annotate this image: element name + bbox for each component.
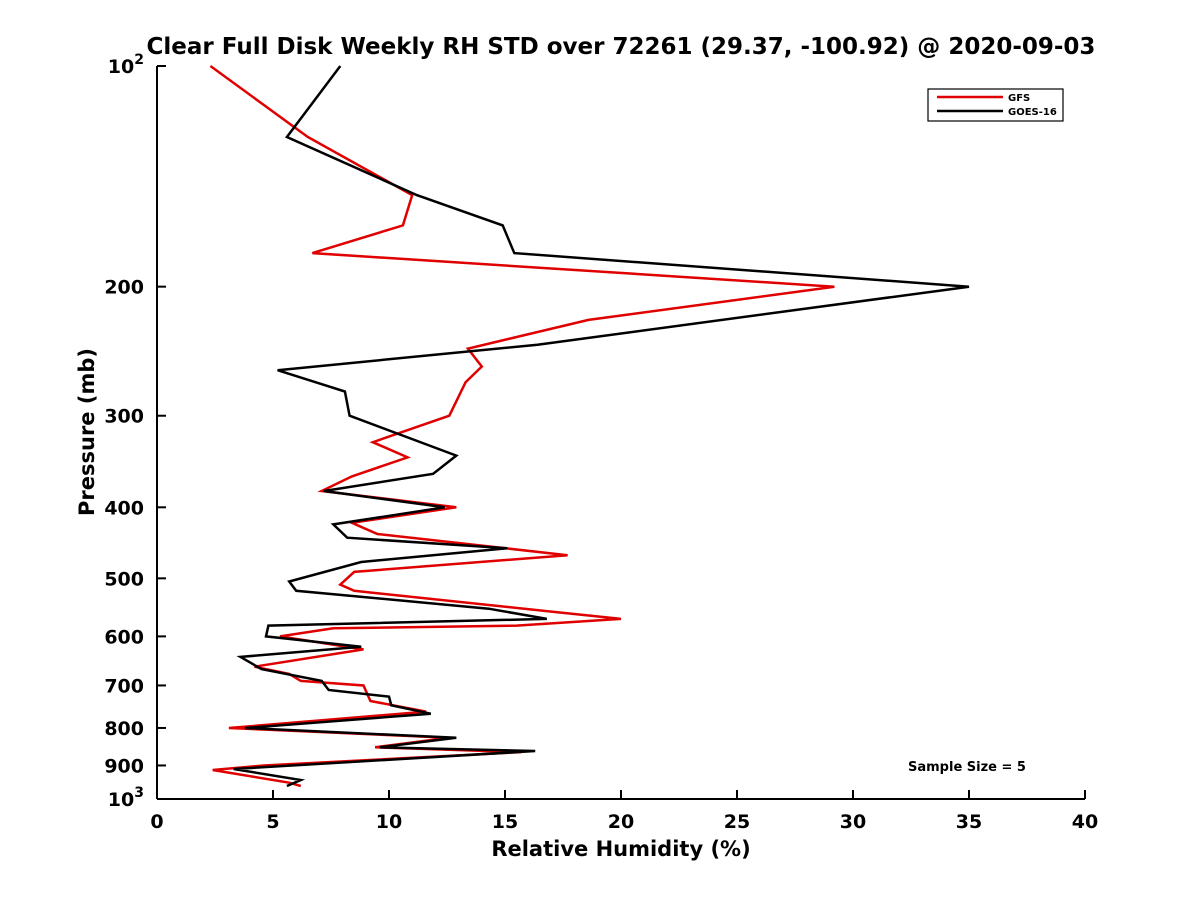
x-tick-label-15: 15 (492, 811, 518, 833)
y-tick-base-1000: 10 (108, 789, 134, 811)
y-tick-label-100: 102 (108, 52, 144, 78)
series-line-goes-16 (233, 65, 970, 788)
y-tick-exponent-100: 2 (134, 52, 144, 68)
y-tick-label-1000: 103 (108, 785, 144, 811)
x-tick-label-40: 40 (1072, 811, 1098, 833)
chart-title: Clear Full Disk Weekly RH STD over 72261… (147, 34, 1096, 60)
plot-area (209, 64, 970, 788)
x-tick-label-25: 25 (724, 811, 750, 833)
y-tick-label-400: 400 (104, 497, 144, 519)
legend-box (927, 88, 1064, 122)
axes: 0 5 10 15 20 25 30 35 40102200300400500600700800… (104, 52, 1098, 833)
x-tick-label-35: 35 (956, 811, 982, 833)
y-tick-label-800: 800 (104, 718, 144, 740)
x-tick-label-0: 0 (150, 811, 163, 833)
legend-label-gfs: GFS (1008, 93, 1030, 104)
y-tick-label-700: 700 (104, 675, 144, 697)
y-axis-title: Pressure (mb) (75, 348, 99, 516)
legend: GFS GOES-16 (927, 88, 1064, 122)
y-tick-exponent-1000: 3 (134, 785, 144, 801)
sample-size-annotation: Sample Size = 5 (908, 760, 1026, 775)
y-tick-label-200: 200 (104, 277, 144, 299)
x-tick-label-20: 20 (608, 811, 634, 833)
x-tick-label-30: 30 (840, 811, 866, 833)
y-tick-base-100: 10 (108, 56, 134, 78)
legend-label-goes-16: GOES-16 (1008, 107, 1057, 118)
x-tick-label-10: 10 (376, 811, 402, 833)
y-tick-label-900: 900 (104, 755, 144, 777)
y-tick-label-300: 300 (104, 406, 144, 428)
x-tick-label-5: 5 (266, 811, 279, 833)
x-axis-title: Relative Humidity (%) (491, 837, 750, 861)
y-tick-label-600: 600 (104, 626, 144, 648)
y-tick-label-500: 500 (104, 568, 144, 590)
